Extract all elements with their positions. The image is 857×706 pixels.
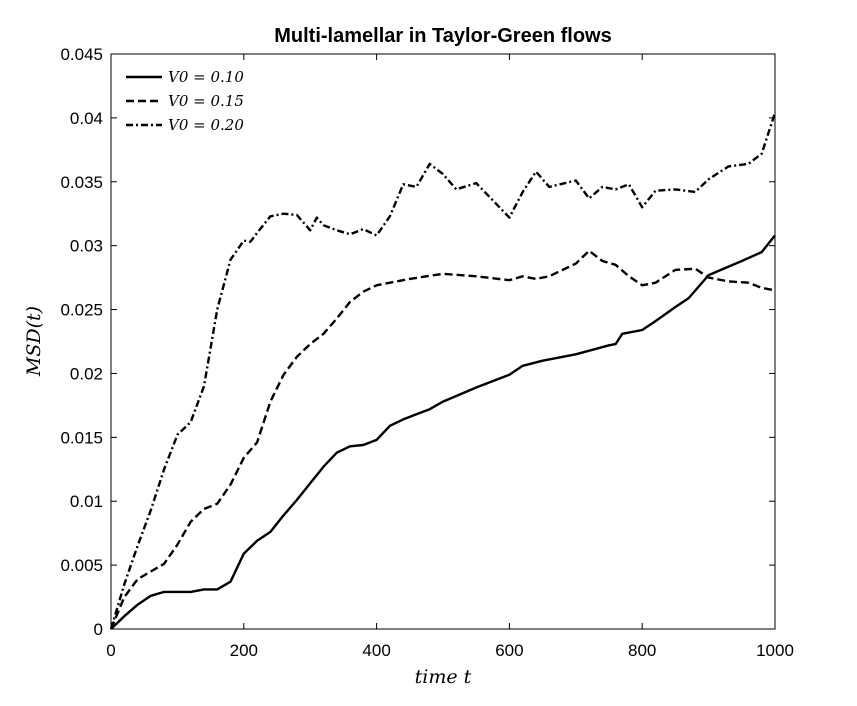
y-tick-label: 0.025 [60,301,103,320]
x-tick-label: 600 [495,641,523,660]
y-tick-label: 0.04 [70,109,103,128]
y-tick-label: 0.01 [70,492,103,511]
x-axis: 0 200 400 600 800 1000 [106,54,794,660]
legend: V0 = 0.10 V0 = 0.15 V0 = 0.20 [126,68,244,134]
series-line [109,249,776,630]
y-axis-label: MSD(t) [23,306,45,377]
series-line [109,112,777,630]
series-lines [109,112,777,630]
y-tick-label: 0.015 [60,428,103,447]
y-axis: 0 0.005 0.01 0.015 0.02 0.025 0.03 0.035 0.04 0.0… [60,45,775,639]
y-tick-label: 0.02 [70,364,103,383]
y-tick-label: 0.045 [60,45,103,64]
x-tick-label: 1000 [756,641,794,660]
legend-label: V0 = 0.20 [168,116,244,134]
y-tick-label: 0.035 [60,173,103,192]
legend-label: V0 = 0.15 [168,92,244,110]
x-axis-label: time t [415,666,472,688]
x-tick-label: 200 [230,641,258,660]
x-tick-label: 400 [362,641,390,660]
x-tick-label: 800 [628,641,656,660]
chart-title: Multi-lamellar in Taylor-Green flows [274,25,611,47]
series-line [110,234,776,630]
y-tick-label: 0 [94,620,103,639]
plot-area [110,53,776,630]
y-tick-label: 0.03 [70,237,103,256]
legend-label: V0 = 0.10 [168,68,244,86]
y-tick-label: 0.005 [60,556,103,575]
x-tick-label: 0 [106,641,115,660]
